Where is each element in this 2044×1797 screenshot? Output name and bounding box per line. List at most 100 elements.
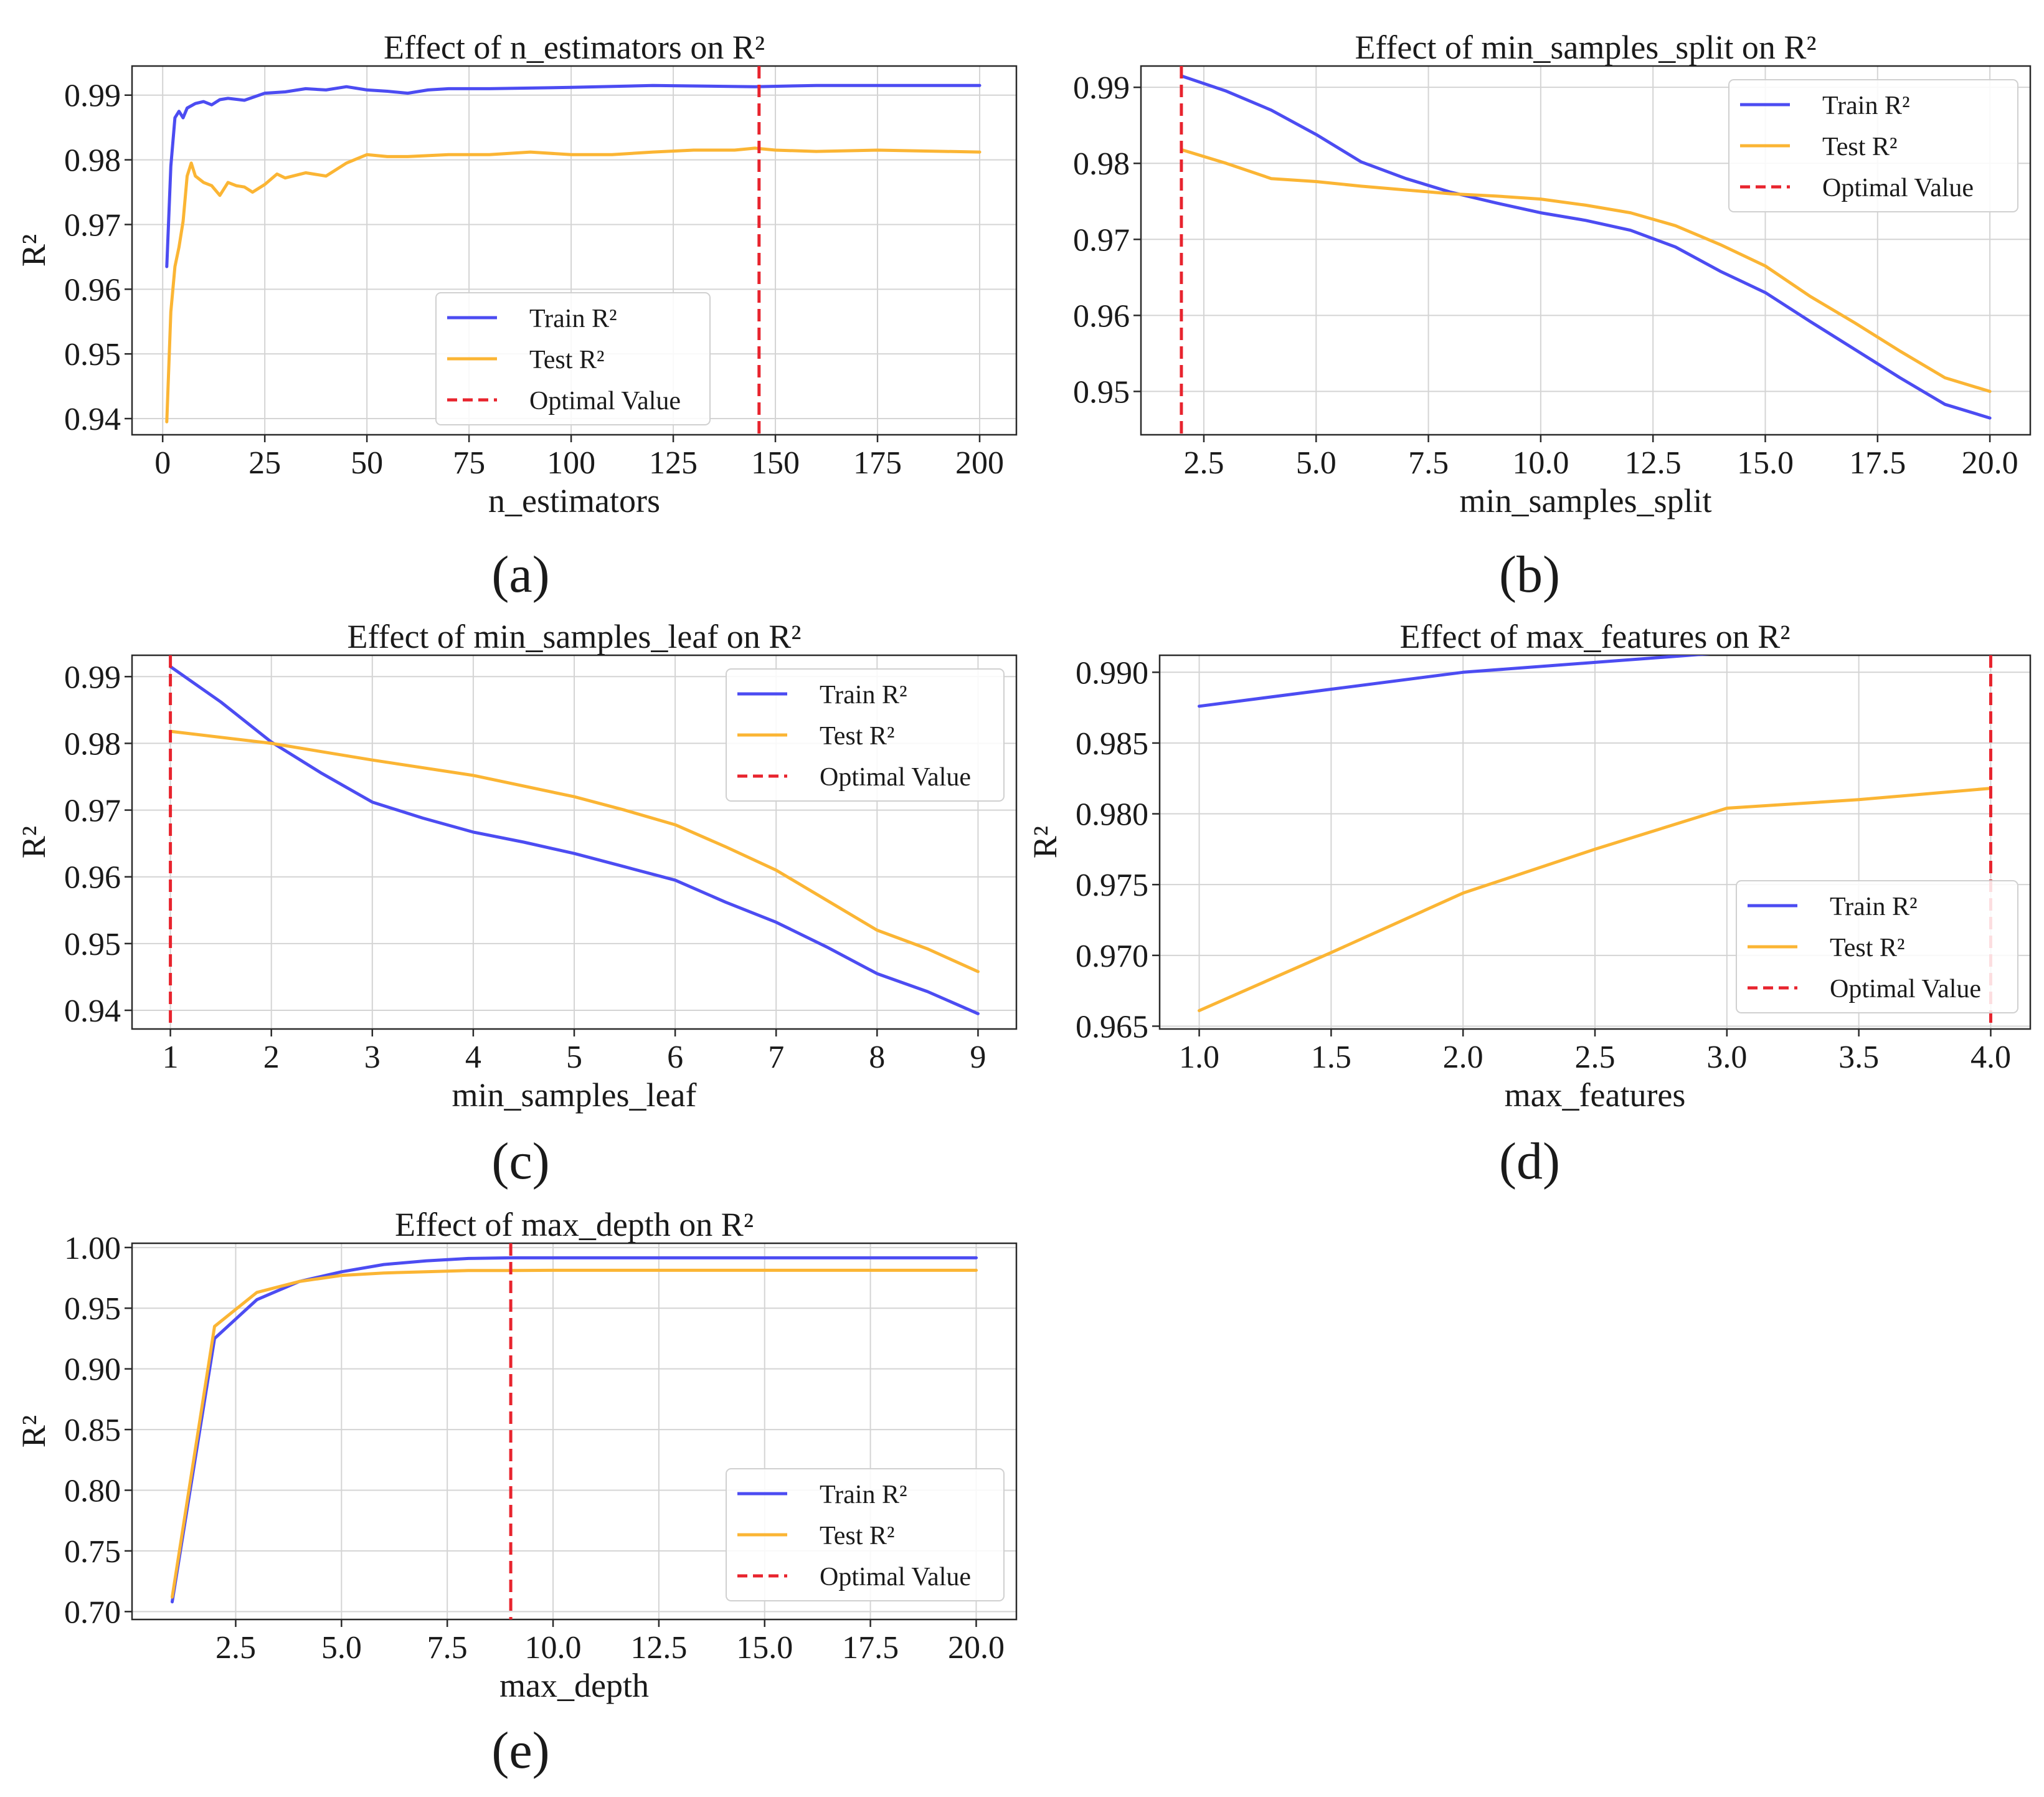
y-tick-label: 0.90 [64, 1352, 121, 1388]
x-tick-label: 175 [853, 445, 902, 481]
legend-label-train: Train R² [820, 1481, 907, 1509]
y-tick-label: 0.96 [64, 272, 121, 308]
series-line-test [171, 1268, 978, 1599]
legend-label-optimal: Optimal Value [1830, 975, 1981, 1003]
x-tick-label: 100 [547, 445, 595, 481]
y-tick-label: 0.965 [1076, 1009, 1148, 1045]
x-tick-label: 150 [751, 445, 800, 481]
y-tick-label: 0.98 [1073, 146, 1130, 182]
y-tick-label: 0.980 [1076, 797, 1148, 833]
chart-panel-a: 0 25 50 75 100 125 150 175 200 0.94 0.95 0.96 0.97 0.… [15, 29, 1018, 604]
x-tick-label: 9 [970, 1040, 986, 1075]
x-tick-label: 4.0 [1971, 1040, 2011, 1075]
y-tick-label: 0.97 [64, 207, 121, 243]
x-tick-label: 25 [248, 445, 281, 481]
x-tick-label: 17.5 [1849, 445, 1906, 481]
series-line-train [171, 1256, 978, 1604]
y-tick-label: 0.75 [64, 1534, 121, 1570]
series-line-train [169, 665, 980, 1015]
y-tick-label: 0.975 [1076, 868, 1148, 903]
x-tick-label: 1.0 [1179, 1040, 1219, 1075]
y-tick-label: 0.95 [64, 337, 121, 372]
panel-caption: (c) [491, 1132, 549, 1190]
chart-panel-c: 1 2 3 4 5 6 7 8 9 0.94 0.95 0.96 0.97 0.98 0.99 Effect … [15, 618, 1018, 1190]
x-tick-label: 3.5 [1838, 1040, 1879, 1075]
series-line-test [165, 146, 982, 424]
series-line-test [1198, 787, 1992, 1012]
x-tick-label: 17.5 [842, 1630, 899, 1666]
legend-label-test: Test R² [1822, 133, 1897, 161]
x-tick-label: 125 [649, 445, 698, 481]
x-tick-label: 2 [263, 1040, 280, 1075]
x-tick-label: 50 [351, 445, 383, 481]
x-tick-label: 5.0 [321, 1630, 362, 1666]
y-tick-label: 0.97 [1073, 222, 1130, 258]
y-tick-label: 0.95 [64, 927, 121, 962]
panel-caption: (d) [1499, 1132, 1560, 1190]
chart-title: Effect of max_features on R² [1400, 618, 1791, 655]
x-tick-label: 20.0 [1962, 445, 2018, 481]
y-tick-label: 0.95 [64, 1291, 121, 1327]
x-tick-label: 10.0 [525, 1630, 582, 1666]
legend-label-train: Train R² [1822, 92, 1910, 120]
x-tick-label: 15.0 [1737, 445, 1794, 481]
y-tick-label: 0.98 [64, 143, 121, 179]
x-tick-label: 1 [163, 1040, 179, 1075]
legend-label-train: Train R² [820, 681, 907, 709]
legend-label-train: Train R² [529, 305, 617, 333]
x-axis-label: max_features [1505, 1076, 1686, 1114]
y-tick-label: 0.70 [64, 1595, 121, 1630]
x-axis-label: min_samples_split [1460, 482, 1712, 519]
x-tick-label: 10.0 [1512, 445, 1569, 481]
legend-box [1736, 880, 2018, 1013]
y-tick-label: 0.96 [64, 860, 121, 896]
y-axis-label: R² [15, 234, 52, 267]
legend-label-train: Train R² [1830, 893, 1918, 921]
legend-box [726, 1468, 1005, 1601]
series-line-test [169, 729, 980, 974]
x-tick-label: 8 [869, 1040, 885, 1075]
legend-box [726, 668, 1005, 802]
x-tick-label: 2.5 [1183, 445, 1224, 481]
plot-frame [1140, 65, 2032, 436]
y-tick-label: 0.985 [1076, 726, 1148, 762]
y-tick-label: 0.970 [1076, 939, 1148, 974]
chart-panel-e: 2.5 5.0 7.5 10.0 12.5 15.0 17.5 20.0 0.70 0.75 0.8… [15, 1206, 1018, 1780]
x-tick-label: 2.5 [215, 1630, 256, 1666]
y-axis-label: R² [15, 234, 52, 267]
legend: Train R² Test R² Optimal Value [1736, 880, 2018, 1013]
legend-label-optimal: Optimal Value [1822, 174, 1974, 202]
x-tick-label: 5 [566, 1040, 582, 1075]
legend-box [1728, 79, 2018, 212]
y-tick-label: 0.990 [1076, 655, 1148, 691]
x-tick-label: 3 [364, 1040, 381, 1075]
legend: Train R² Test R² Optimal Value [1728, 79, 2018, 212]
panel-caption: (a) [491, 546, 549, 604]
y-tick-label: 0.85 [64, 1413, 121, 1448]
legend-label-test: Test R² [820, 1522, 894, 1550]
legend-label-optimal: Optimal Value [820, 1563, 971, 1591]
x-tick-label: 12.5 [1625, 445, 1682, 481]
x-tick-label: 0 [154, 445, 171, 481]
x-tick-label: 1.5 [1311, 1040, 1351, 1075]
chart-panel-b: 2.5 5.0 7.5 10.0 12.5 15.0 17.5 20.0 0.95 0.96 0.9… [15, 29, 2032, 604]
plot-frame [131, 65, 1018, 436]
x-tick-label: 5.0 [1296, 445, 1337, 481]
series-line-train [165, 83, 982, 268]
x-axis-label: min_samples_leaf [452, 1076, 697, 1114]
x-tick-label: 7.5 [427, 1630, 468, 1666]
y-tick-label: 0.80 [64, 1473, 121, 1509]
panel-caption: (e) [491, 1722, 549, 1780]
y-axis-label: R² [1026, 826, 1064, 858]
legend-label-optimal: Optimal Value [820, 763, 971, 792]
chart-title: Effect of min_samples_split on R² [1355, 29, 1816, 66]
y-tick-label: 0.94 [64, 402, 121, 437]
chart-title: Effect of max_depth on R² [395, 1206, 754, 1243]
x-tick-label: 15.0 [736, 1630, 793, 1666]
plot-frame [131, 1242, 1018, 1621]
x-tick-label: 2.5 [1575, 1040, 1616, 1075]
y-tick-label: 0.99 [1073, 70, 1130, 106]
x-tick-label: 75 [453, 445, 485, 481]
y-tick-label: 0.95 [1073, 374, 1130, 410]
